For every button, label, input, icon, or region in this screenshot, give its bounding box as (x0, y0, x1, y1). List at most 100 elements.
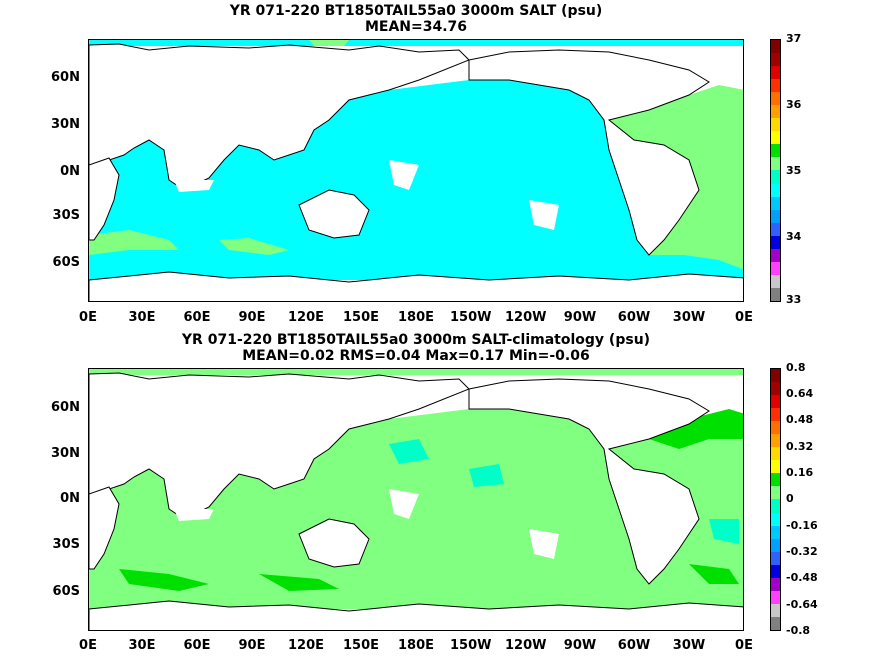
lat-label-30s: 30S (52, 208, 80, 223)
diff-high-4 (689, 564, 739, 584)
lon-label-60w: 60W (617, 310, 651, 325)
salinity-colorbar-swatch (771, 183, 780, 197)
salinity-diff-map-svg (89, 369, 743, 630)
diff-colorbar-swatch (771, 369, 780, 383)
diff-colorbar-swatch (771, 460, 780, 474)
lon2-label-0e: 0E (79, 638, 97, 653)
diff-colorbar-swatch (771, 551, 780, 565)
cbar2-label-4: 0.16 (786, 466, 814, 479)
diff-atlantic (609, 414, 743, 599)
lon2-label-150w: 150W (450, 638, 492, 653)
land-africa (89, 157, 120, 241)
diff-colorbar-swatch (771, 382, 780, 396)
salinity-colorbar-swatch (771, 105, 780, 119)
panel1-mean: MEAN=34.76 (364, 19, 468, 35)
salinity-colorbar-swatch (771, 209, 780, 223)
cbar2-label-6: -0.16 (786, 519, 818, 532)
diff-colorbar-swatch (771, 538, 780, 552)
salinity-colorbar-swatch (771, 157, 780, 171)
diff-land-africa (89, 486, 120, 570)
lon2-label-120e: 120E (287, 638, 325, 653)
lon-label-120w: 120W (505, 310, 547, 325)
cbar1-label-37: 37 (786, 32, 802, 45)
salinity-colorbar-swatch (771, 248, 780, 262)
diff-colorbar-swatch (771, 447, 780, 461)
salinity-colorbar-swatch (771, 131, 780, 145)
cbar2-label-9: -0.64 (786, 598, 818, 611)
arctic-strip (89, 40, 743, 46)
lon-label-30w: 30W (672, 310, 706, 325)
cbar1-label-35: 35 (786, 164, 802, 177)
salinity-colorbar-swatch (771, 261, 780, 275)
lon2-label-30w: 30W (672, 638, 706, 653)
cbar2-label-7: -0.32 (786, 545, 818, 558)
salinity-colorbar-swatch (771, 235, 780, 249)
cbar2-label-5: 0 (786, 492, 794, 505)
diff-colorbar-swatch (771, 525, 780, 539)
panel2-stats: MEAN=0.02 RMS=0.04 Max=0.17 Min=-0.06 (242, 348, 590, 364)
diff-colorbar-swatch (771, 564, 780, 578)
diff-colorbar-swatch (771, 603, 780, 617)
diff-ocean-field (89, 409, 743, 609)
land-australia (298, 189, 370, 239)
cbar2-label-1: 0.64 (786, 387, 814, 400)
diff-colorbar-swatch (771, 577, 780, 591)
lon-label-90w: 90W (563, 310, 597, 325)
diff-colorbar-swatch (771, 473, 780, 487)
lon-label-150e: 150E (342, 310, 380, 325)
lon2-label-90e: 90E (238, 638, 266, 653)
salinity-diff-map (88, 368, 744, 631)
lon2-label-90w: 90W (563, 638, 597, 653)
diff-colorbar (770, 368, 781, 631)
lat2-label-60n: 60N (51, 400, 80, 415)
salinity-colorbar-swatch (771, 79, 780, 93)
cbar1-label-36: 36 (786, 98, 802, 111)
southern-band-1 (89, 230, 179, 255)
salinity-colorbar-swatch (771, 196, 780, 210)
diff-low-2 (709, 519, 739, 544)
salinity-colorbar-swatch (771, 118, 780, 132)
cbar2-label-3: 0.32 (786, 440, 814, 453)
lon2-label-120w: 120W (505, 638, 547, 653)
salinity-colorbar-swatch (771, 144, 780, 158)
lon2-label-30e: 30E (128, 638, 156, 653)
lat-label-60n: 60N (51, 70, 80, 85)
lon2-label-150e: 150E (342, 638, 380, 653)
lon-label-120e: 120E (287, 310, 325, 325)
lon-label-0e: 0E (79, 310, 97, 325)
salinity-map (88, 39, 744, 302)
southern-band-2 (219, 238, 289, 255)
ocean-field (89, 80, 743, 280)
salinity-colorbar-swatch (771, 170, 780, 184)
diff-land-australia (298, 518, 370, 568)
diff-colorbar-swatch (771, 590, 780, 604)
cbar2-label-0: 0.8 (786, 361, 806, 374)
diff-colorbar-swatch (771, 408, 780, 422)
atlantic-high (609, 85, 743, 270)
lon2-label-60e: 60E (183, 638, 211, 653)
diff-high-2 (119, 569, 209, 591)
salinity-map-svg (89, 40, 743, 301)
lat-label-30n: 30N (51, 117, 80, 132)
land-antarctica (89, 271, 743, 301)
lon2-label-0e-end: 0E (735, 638, 753, 653)
cbar2-label-8: -0.48 (786, 571, 818, 584)
lat2-label-30s: 30S (52, 537, 80, 552)
lon-label-90e: 90E (238, 310, 266, 325)
diff-colorbar-swatch (771, 395, 780, 409)
lon-label-180e: 180E (397, 310, 435, 325)
diff-colorbar-swatch (771, 499, 780, 513)
diff-land-americas (468, 378, 710, 585)
cbar1-label-34: 34 (786, 230, 802, 243)
lon-label-0e-end: 0E (735, 310, 753, 325)
diff-high-3 (259, 574, 339, 591)
lat2-label-30n: 30N (51, 446, 80, 461)
diff-arctic-strip (89, 369, 743, 375)
lat2-label-60s: 60S (52, 584, 80, 599)
cbar1-label-33: 33 (786, 293, 802, 306)
lat-label-0n: 0N (60, 164, 80, 179)
lat2-label-0n: 0N (60, 491, 80, 506)
lat-label-60s: 60S (52, 255, 80, 270)
diff-low-4 (469, 464, 504, 487)
salinity-colorbar-swatch (771, 287, 780, 301)
